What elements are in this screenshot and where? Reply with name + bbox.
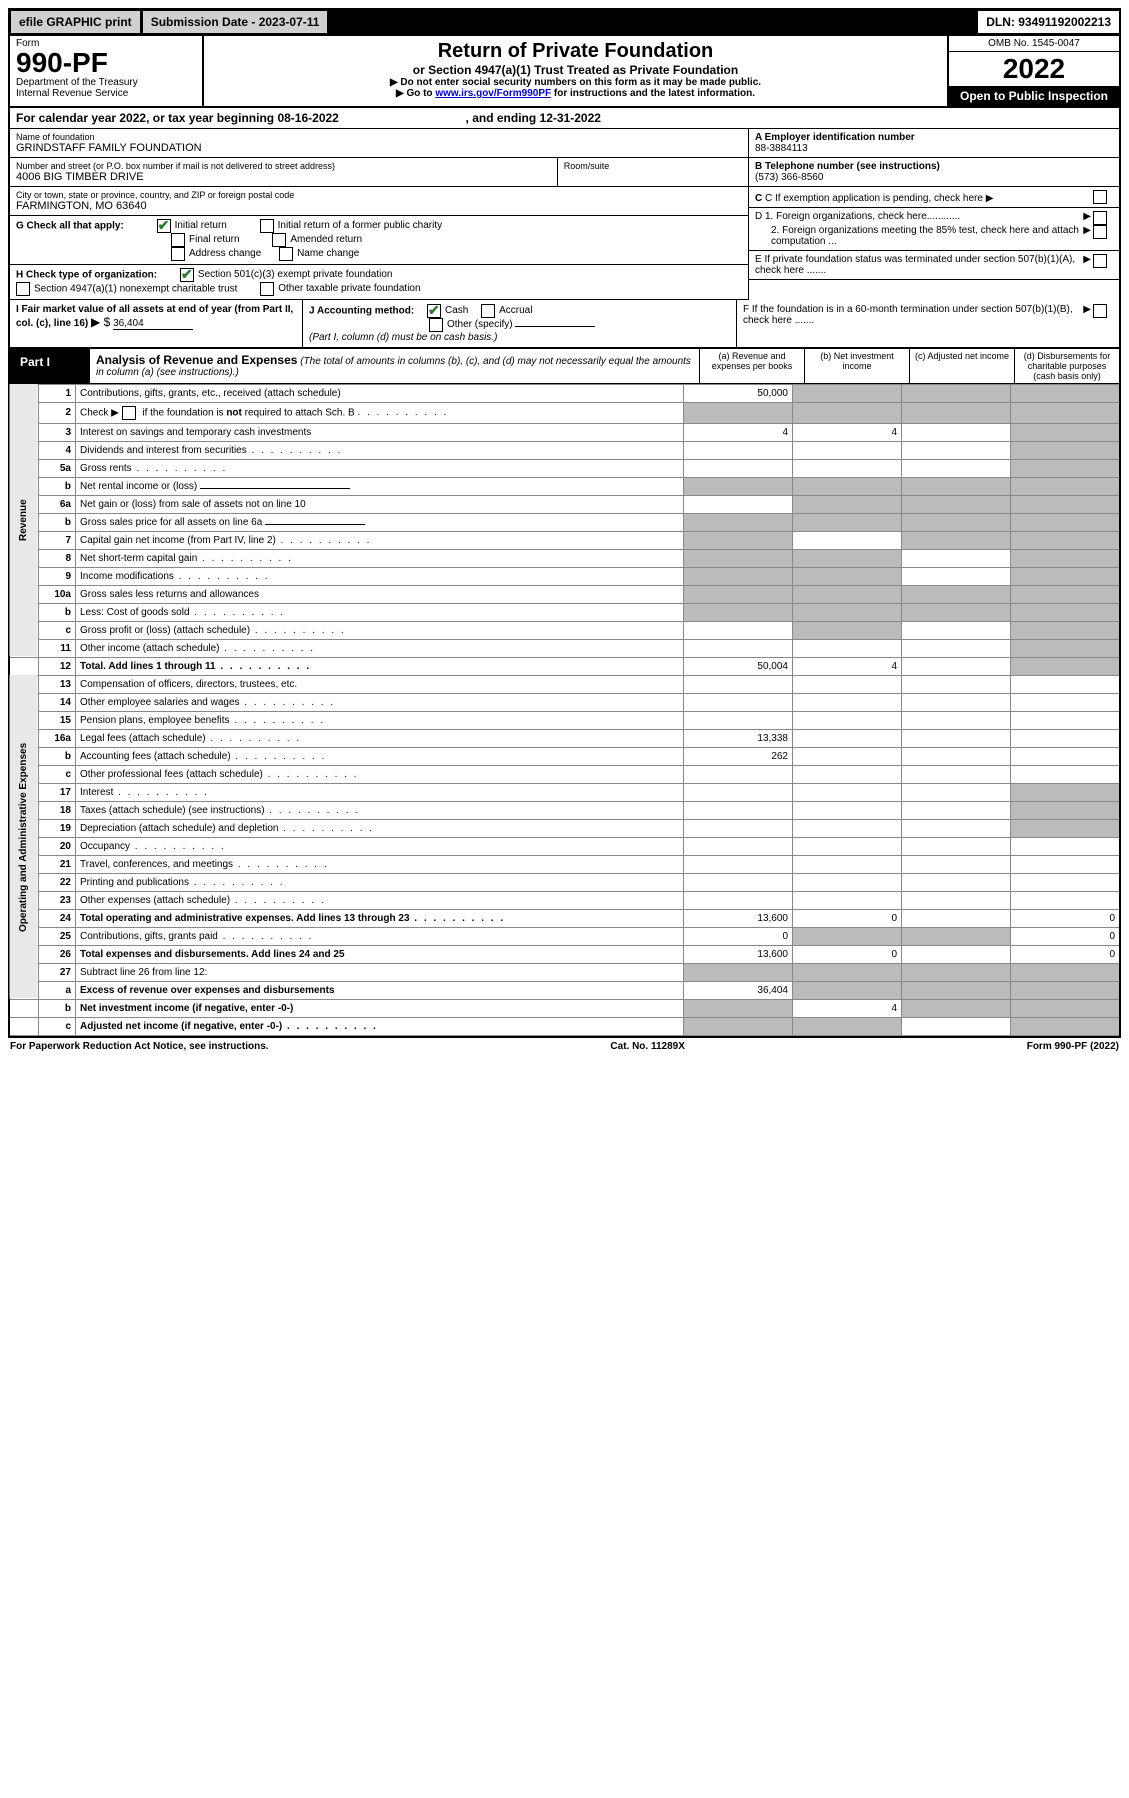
checkbox-sch-b[interactable] (122, 406, 136, 420)
footer-left: For Paperwork Reduction Act Notice, see … (10, 1041, 269, 1052)
section-h: H Check type of organization: Section 50… (10, 265, 748, 300)
page-footer: For Paperwork Reduction Act Notice, see … (8, 1036, 1121, 1055)
col-c-header: (c) Adjusted net income (909, 349, 1014, 383)
open-public-label: Open to Public Inspection (949, 86, 1119, 106)
checkbox-initial-return[interactable] (157, 219, 171, 233)
checkbox-amended-return[interactable] (272, 233, 286, 247)
omb-number: OMB No. 1545-0047 (949, 36, 1119, 52)
fmv-value: 36,404 (113, 318, 193, 330)
footer-right: Form 990-PF (2022) (1027, 1041, 1119, 1052)
section-d1-label: D 1. Foreign organizations, check here..… (755, 211, 1083, 225)
form-number: 990-PF (16, 49, 196, 77)
part-1-label: Part I (10, 349, 90, 383)
top-bar: efile GRAPHIC print Submission Date - 20… (8, 8, 1121, 36)
dln-label: DLN: 93491192002213 (978, 11, 1119, 33)
ein-value: 88-3884113 (755, 143, 1113, 154)
calendar-year-row: For calendar year 2022, or tax year begi… (8, 108, 1121, 129)
checkbox-d2[interactable] (1093, 225, 1107, 239)
entity-info-block: Name of foundation GRINDSTAFF FAMILY FOU… (8, 129, 1121, 300)
phone-label: B Telephone number (see instructions) (755, 161, 1113, 172)
city-label: City or town, state or province, country… (16, 190, 742, 200)
form-header: Form 990-PF Department of the Treasury I… (8, 36, 1121, 108)
checkbox-f[interactable] (1093, 304, 1107, 318)
col-a-header: (a) Revenue and expenses per books (699, 349, 804, 383)
revenue-side-label: Revenue (9, 384, 39, 657)
section-f-label: F If the foundation is in a 60-month ter… (743, 304, 1083, 343)
section-j-label: J Accounting method: (309, 305, 414, 316)
street-label: Number and street (or P.O. box number if… (16, 161, 551, 171)
part-1-header: Part I Analysis of Revenue and Expenses … (8, 348, 1121, 384)
checkbox-501c3[interactable] (180, 268, 194, 282)
efile-print-button[interactable]: efile GRAPHIC print (10, 11, 141, 33)
city-value: FARMINGTON, MO 63640 (16, 200, 742, 212)
checkbox-initial-former[interactable] (260, 219, 274, 233)
irs-link[interactable]: www.irs.gov/Form990PF (435, 88, 551, 99)
checkbox-other-taxable[interactable] (260, 282, 274, 296)
submission-date: Submission Date - 2023-07-11 (143, 11, 328, 33)
expenses-side-label: Operating and Administrative Expenses (9, 675, 39, 999)
section-c-label: C C If exemption application is pending,… (755, 193, 1091, 204)
col-b-header: (b) Net investment income (804, 349, 909, 383)
checkbox-4947a1[interactable] (16, 282, 30, 296)
tax-year: 2022 (949, 52, 1119, 86)
checkbox-address-change[interactable] (171, 247, 185, 261)
checkbox-cash[interactable] (427, 304, 441, 318)
checkbox-e[interactable] (1093, 254, 1107, 268)
checkbox-d1[interactable] (1093, 211, 1107, 225)
form-title: Return of Private Foundation (210, 40, 941, 63)
ein-label: A Employer identification number (755, 132, 1113, 143)
part-1-title: Analysis of Revenue and Expenses (96, 353, 297, 367)
dept-label: Department of the Treasury (16, 77, 196, 88)
col-d-header: (d) Disbursements for charitable purpose… (1014, 349, 1119, 383)
street-value: 4006 BIG TIMBER DRIVE (16, 171, 551, 183)
section-g: G Check all that apply: Initial return I… (10, 216, 748, 265)
section-j-note: (Part I, column (d) must be on cash basi… (309, 332, 497, 343)
checkbox-name-change[interactable] (279, 247, 293, 261)
room-label: Room/suite (564, 161, 742, 171)
irs-label: Internal Revenue Service (16, 88, 196, 99)
checkbox-c[interactable] (1093, 190, 1107, 204)
footer-mid: Cat. No. 11289X (610, 1041, 684, 1052)
section-e-label: E If private foundation status was termi… (755, 254, 1083, 276)
form-subtitle: or Section 4947(a)(1) Trust Treated as P… (210, 63, 941, 77)
part-1-table: Revenue 1Contributions, gifts, grants, e… (8, 384, 1121, 1036)
checkbox-accrual[interactable] (481, 304, 495, 318)
phone-value: (573) 366-8560 (755, 172, 1113, 183)
foundation-name-label: Name of foundation (16, 132, 742, 142)
checkbox-other-method[interactable] (429, 318, 443, 332)
form-note-1: ▶ Do not enter social security numbers o… (210, 77, 941, 88)
section-d2-label: 2. Foreign organizations meeting the 85%… (755, 225, 1083, 247)
section-ijf: I Fair market value of all assets at end… (8, 300, 1121, 348)
form-note-2: ▶ Go to www.irs.gov/Form990PF for instru… (210, 88, 941, 99)
foundation-name: GRINDSTAFF FAMILY FOUNDATION (16, 142, 742, 154)
checkbox-final-return[interactable] (171, 233, 185, 247)
